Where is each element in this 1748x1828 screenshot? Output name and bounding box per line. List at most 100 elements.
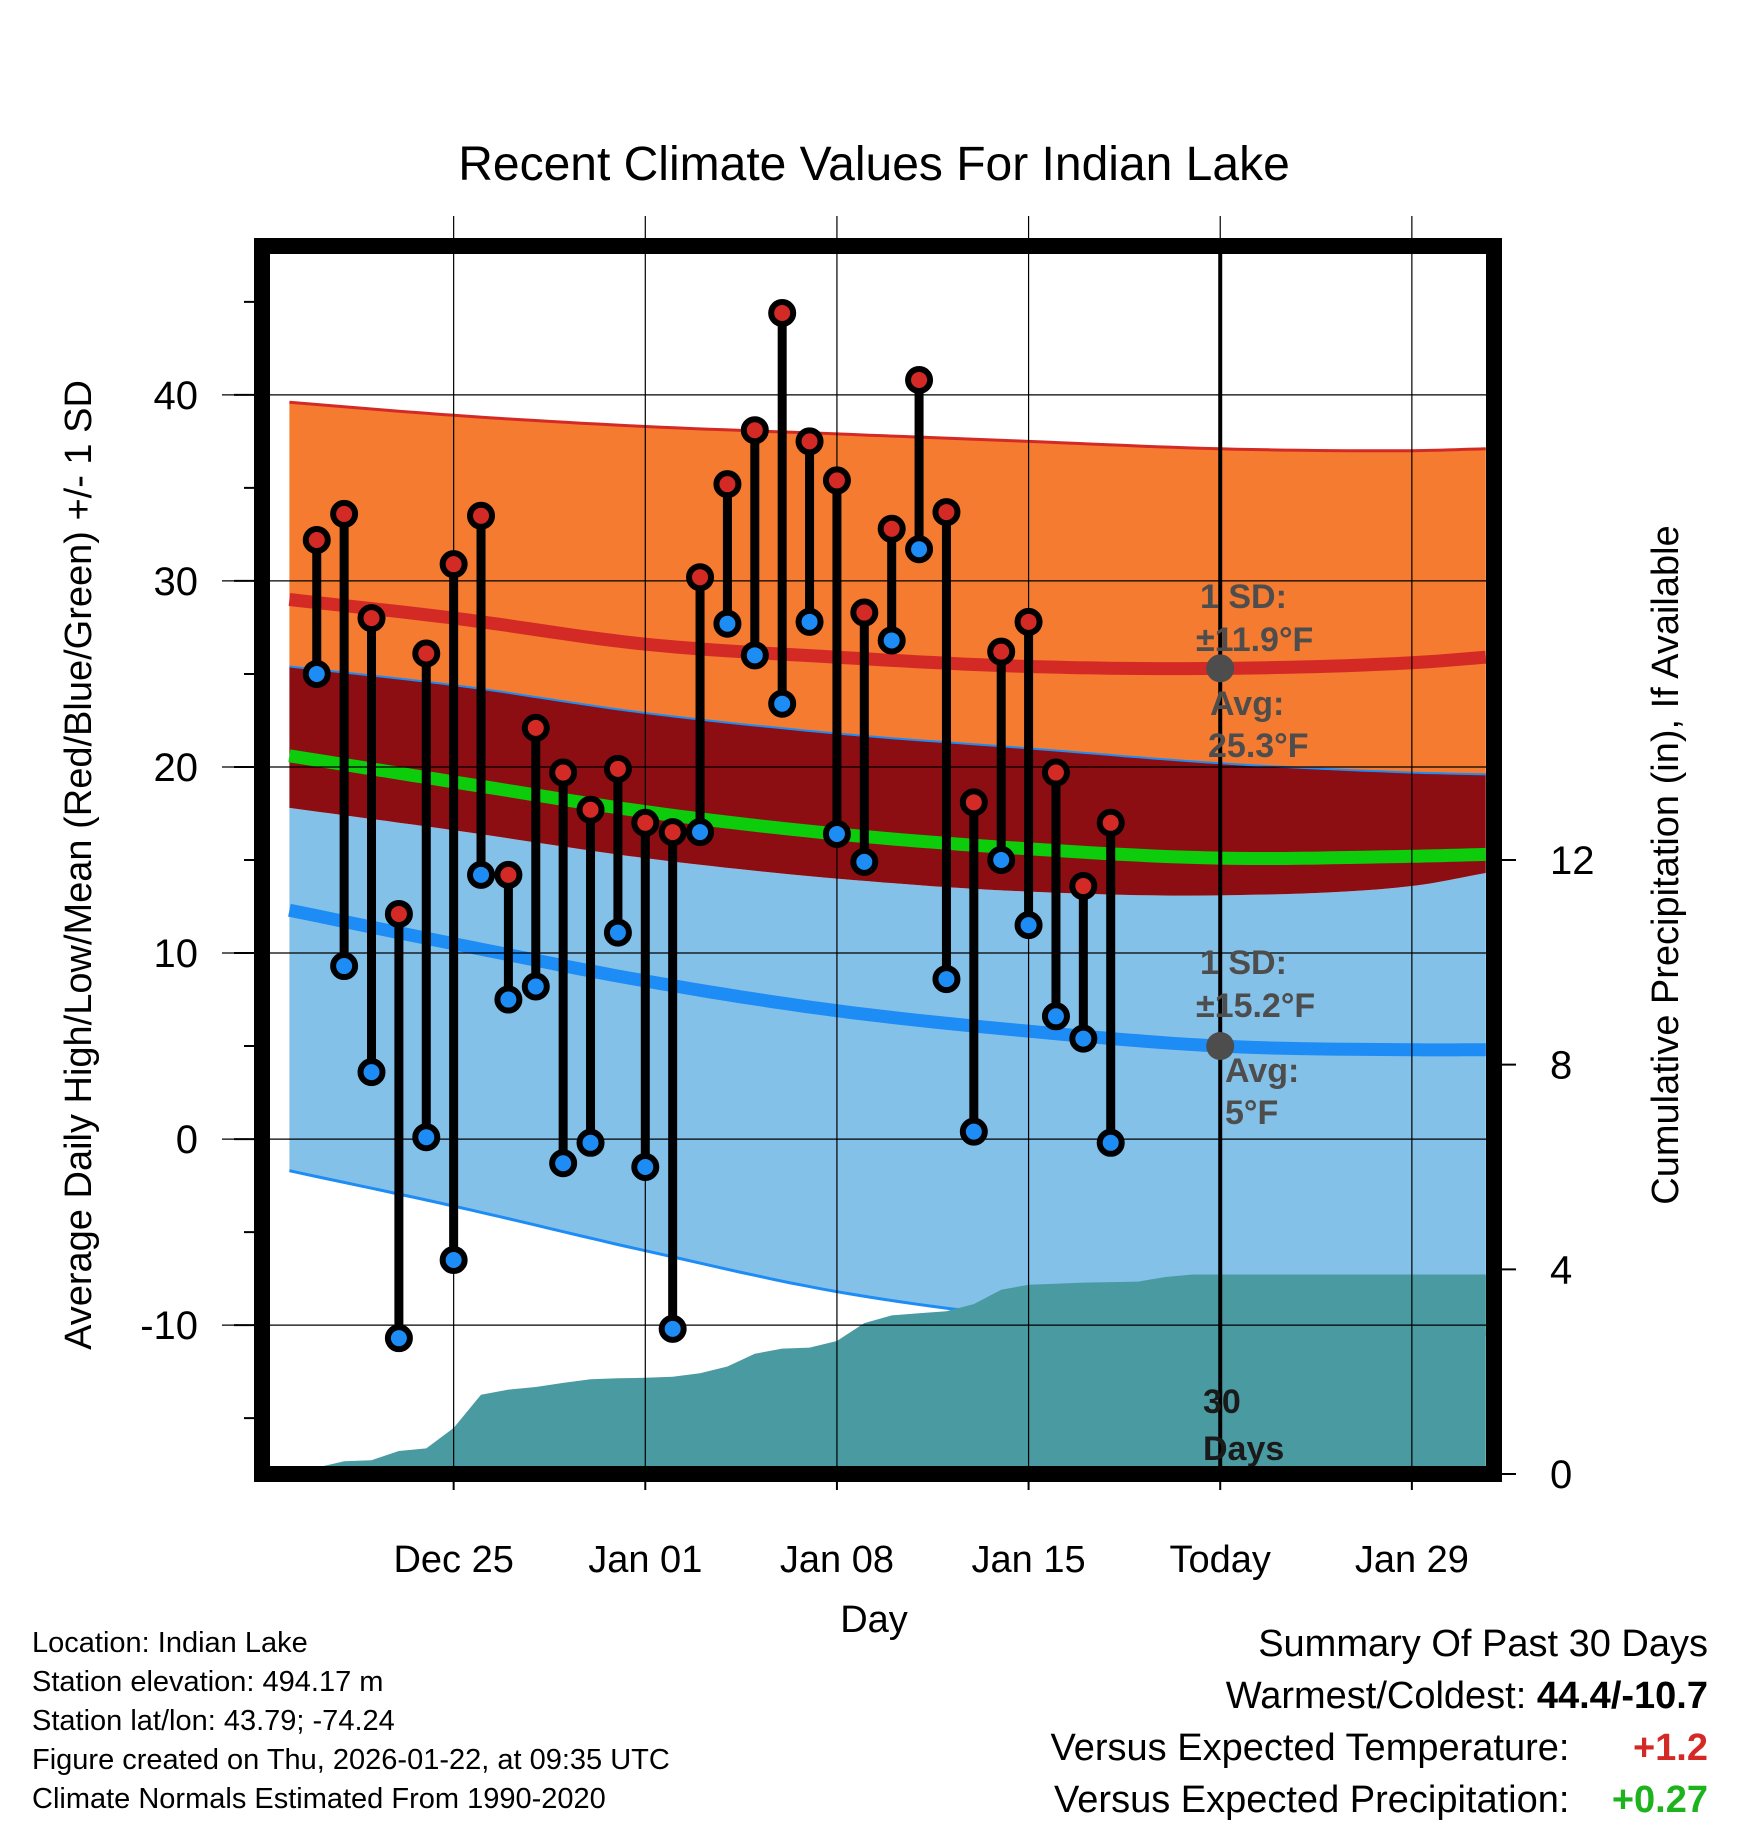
daily-high-point [521,713,550,742]
daily-high-point [302,525,331,554]
daily-high-point [795,427,824,456]
summary-warm-cold: Warmest/Coldest: 44.4/-10.7 [1226,1675,1708,1718]
daily-high-point [384,899,413,928]
daily-high-point [959,788,988,817]
daily-low-point [439,1246,468,1275]
daily-low-point [987,846,1016,874]
daily-low-point [686,818,715,847]
high-avg-label: Avg: [1210,685,1284,723]
y2-tick-label: 0 [1550,1453,1572,1497]
average-markers [1206,654,1235,1061]
high-sd-value: ±11.9°F [1196,621,1313,659]
y-axis-label: Average Daily High/Low/Mean (Red/Blue/Gr… [58,380,100,1350]
daily-high-point [631,808,660,837]
y-tick-label: -10 [140,1304,198,1348]
daily-low-point [959,1117,988,1146]
chart-title: Recent Climate Values For Indian Lake [458,138,1290,191]
daily-low-point [549,1149,578,1178]
annotations: 1 SD: ±11.9°F Avg: 25.3°F 1 SD: ±15.2°F … [1196,578,1315,1468]
daily-high-point [1096,808,1125,837]
daily-low-point [768,689,797,718]
daily-high-point [1041,758,1070,787]
daily-high-point [740,416,769,445]
daily-high-point [877,514,906,543]
daily-low-point [658,1314,687,1343]
daily-high-point [357,604,386,633]
daily-low-point [932,965,961,994]
daily-low-point [1041,1002,1070,1031]
y2-tick-label: 8 [1550,1044,1572,1088]
daily-high-point [439,550,468,579]
high-sd-upper-line [289,400,1486,453]
y-tick-label: 40 [154,374,199,418]
days-count: 30 [1203,1383,1241,1421]
x-tick-label: Jan 15 [972,1539,1086,1581]
daily-low-point [494,985,523,1014]
temp-value: +1.2 [1632,1727,1708,1769]
high-avg-marker [1206,654,1235,683]
daily-high-point [549,758,578,787]
summary-title: Summary Of Past 30 Days [1258,1623,1708,1665]
precip-value: +0.27 [1611,1779,1708,1821]
daily-low-point [467,860,496,889]
x-tick-label: Dec 25 [393,1539,513,1581]
precip-label: Versus Expected Precipitation: [1054,1779,1570,1821]
normal-mean-line [288,749,1487,865]
daily-high-point [412,639,441,668]
high-sd-lower-line [289,665,1486,776]
daily-observations [302,298,1125,1353]
daily-low-point [740,641,769,670]
x-tick-label: Jan 01 [588,1539,702,1581]
daily-low-point [412,1123,441,1152]
daily-high-point [932,498,961,527]
y-tick-label: 0 [176,1118,198,1162]
info-normals: Climate Normals Estimated From 1990-2020 [32,1783,606,1815]
warm-cold-value: 44.4/-10.7 [1536,1675,1708,1717]
x-tick-label: Jan 08 [780,1539,894,1581]
daily-high-point [987,637,1016,666]
info-latlon: Station lat/lon: 43.79; -74.24 [32,1705,395,1737]
x-tick-label: Today [1170,1539,1271,1581]
info-created: Figure created on Thu, 2026-01-22, at 09… [32,1744,670,1776]
daily-high-point [576,795,605,824]
daily-low-point [1069,1024,1098,1053]
warm-cold-label: Warmest/Coldest: [1225,1675,1527,1717]
daily-low-point [795,607,824,636]
daily-low-point [877,626,906,655]
y2-tick-label: 4 [1550,1248,1572,1292]
y2-axis-label: Cumulative Precipitation (in), If Availa… [1645,525,1687,1204]
x-axis-label: Day [840,1599,908,1641]
daily-high-point [686,563,715,592]
daily-low-point [357,1058,386,1087]
daily-low-point [905,535,934,564]
y-tick-label: 30 [154,560,199,604]
y-tick-label: 10 [154,932,199,976]
y-tick-label: 20 [154,746,199,790]
low-avg-marker [1206,1032,1235,1061]
summary-precip: Versus Expected Precipitation: +0.27 [1054,1779,1708,1822]
days-label: Days [1203,1430,1284,1468]
precip-area [289,1274,1486,1474]
low-sd-label: 1 SD: [1200,944,1287,982]
high-sd-label: 1 SD: [1200,578,1287,616]
daily-low-point [850,847,879,876]
daily-high-point [768,298,797,327]
daily-high-point [603,754,632,783]
info-elevation: Station elevation: 494.17 m [32,1666,384,1698]
low-avg-value: 5°F [1225,1094,1278,1132]
daily-high-point [822,466,851,495]
daily-high-point [658,818,687,847]
x-tick-label: Jan 29 [1355,1539,1469,1581]
daily-low-point [1096,1128,1125,1157]
temp-label: Versus Expected Temperature: [1050,1727,1570,1769]
daily-low-point [713,609,742,638]
x-axis: Dec 25 Jan 01 Jan 08 Jan 15 Today Jan 29 [393,1474,1469,1581]
daily-low-point [384,1324,413,1353]
daily-low-point [631,1153,660,1181]
daily-high-point [1069,872,1098,901]
daily-high-point [713,470,742,499]
daily-high-point [905,365,934,394]
summary-temp: Versus Expected Temperature: +1.2 [1051,1727,1708,1770]
high-avg-value: 25.3°F [1208,727,1309,765]
